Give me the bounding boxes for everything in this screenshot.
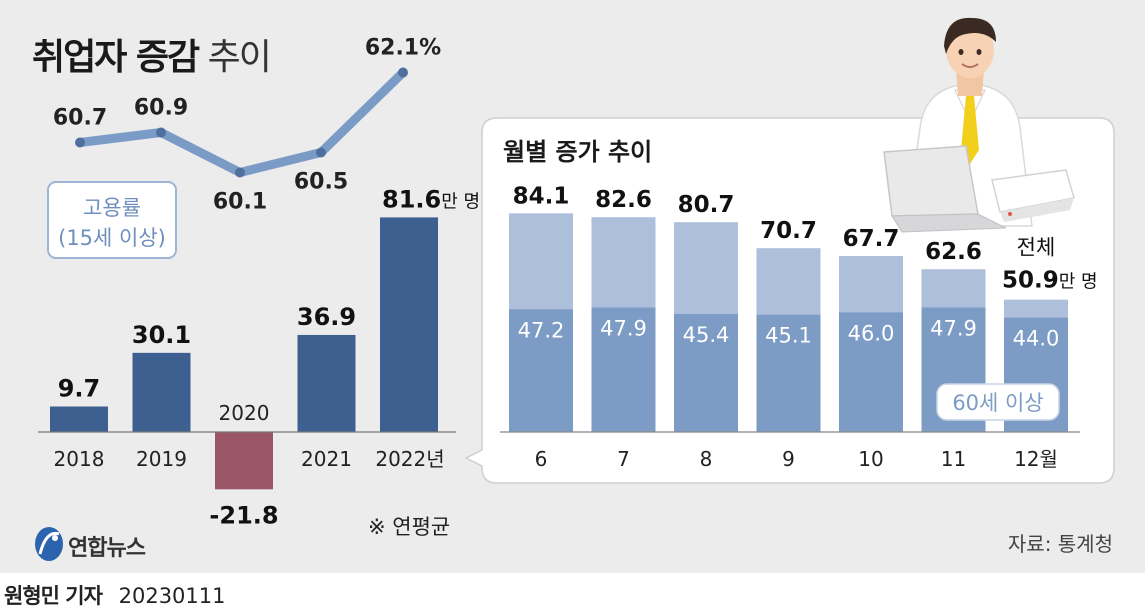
monthly-senior-label: 45.1 — [765, 324, 812, 348]
page-title: 취업자 증감 추이 — [32, 28, 272, 80]
monthly-senior-bar — [839, 312, 903, 432]
monthly-tick-label: 12월 — [1014, 447, 1058, 471]
monthly-senior-label: 47.9 — [930, 316, 977, 340]
monthly-tick-label: 11 — [941, 447, 966, 471]
annual-tick-label: 2022년 — [375, 447, 444, 471]
employment-rate-badge-line2: (15세 이상) — [58, 226, 166, 250]
monthly-total-label: 62.6 — [925, 239, 982, 265]
monthly-senior-bar — [509, 309, 573, 432]
employment-rate-point — [316, 147, 326, 158]
employment-rate-label: 60.7 — [53, 106, 107, 131]
monthly-senior-label: 47.9 — [600, 316, 647, 340]
monthly-total-label: 70.7 — [760, 218, 817, 244]
chart-canvas: 9.7 2018 30.1 2019 -21.8 2020 36.9 2021 81.6만 명 2… — [38, 17, 1115, 529]
monthly-senior-label: 47.2 — [518, 318, 565, 342]
unit-label: 만 명 — [1059, 272, 1098, 293]
monthly-tick-label: 9 — [782, 447, 795, 471]
employment-rate-point — [235, 167, 245, 178]
employment-rate-label: 60.9 — [134, 96, 188, 121]
employment-rate-label: 62.1% — [365, 36, 441, 61]
monthly-total-label: 82.6 — [595, 187, 652, 213]
monthly-senior-bar — [591, 307, 656, 432]
annual-value-label: 9.7 — [58, 374, 101, 402]
annual-bar — [380, 217, 438, 432]
employment-rate-point — [75, 137, 85, 148]
monthly-tick-label: 8 — [700, 447, 713, 471]
yonhap-logo-text: 연합뉴스 — [68, 536, 146, 561]
footer-strip — [0, 573, 1145, 616]
monthly-total-label: 67.7 — [843, 226, 900, 252]
employment-rate-point — [398, 67, 408, 78]
source-label: 자료: 통계청 — [1007, 532, 1113, 556]
employment-rate-chart: 60.7 60.9 60.1 60.5 62.1% — [53, 36, 441, 215]
page-title-light: 추이 — [207, 37, 272, 78]
employment-rate-badge-line1: 고용률 — [83, 196, 141, 220]
employment-rate-badge — [47, 181, 177, 259]
monthly-total-label: 80.7 — [678, 192, 735, 218]
monthly-total-label: 50.9만 명 — [1002, 268, 1098, 294]
employment-rate-label: 60.5 — [294, 170, 348, 195]
monthly-senior-bar — [756, 314, 821, 432]
byline: 원형민 기자 20230111 — [4, 580, 226, 610]
annual-value-label: 30.1 — [132, 321, 191, 349]
monthly-senior-label: 44.0 — [1013, 327, 1060, 351]
employment-rate-line — [75, 68, 408, 177]
monthly-senior-bar — [674, 313, 738, 432]
senior-label-badge — [936, 383, 1060, 421]
annual-tick-label: 2020 — [219, 401, 270, 425]
employment-rate-label: 60.1 — [213, 190, 267, 215]
annual-bar — [297, 334, 356, 432]
page-title-bold: 취업자 증감 — [32, 37, 200, 78]
publish-date: 20230111 — [118, 584, 226, 608]
annual-chart: 9.7 2018 30.1 2019 -21.8 2020 36.9 2021 81.6만 명 2… — [38, 185, 480, 529]
senior-label-text: 60세 이상 — [952, 391, 1043, 415]
monthly-tick-label: 7 — [617, 447, 630, 471]
reporter-name: 원형민 기자 — [4, 584, 103, 608]
annual-bar — [50, 406, 108, 432]
annual-tick-label: 2021 — [301, 447, 352, 471]
monthly-senior-label: 45.4 — [683, 323, 730, 347]
annual-value-label: 81.6만 명 — [382, 185, 480, 213]
worker-illustration-icon — [883, 17, 1075, 233]
total-series-label: 전체 — [1017, 236, 1056, 260]
monthly-title: 월별 증가 추이 — [503, 138, 652, 166]
monthly-tick-label: 6 — [535, 447, 548, 471]
annual-tick-label: 2019 — [136, 447, 187, 471]
annual-bar — [132, 352, 191, 432]
monthly-tick-label: 10 — [858, 447, 883, 471]
monthly-total-label: 84.1 — [513, 183, 570, 209]
unit-label: 만 명 — [441, 191, 480, 212]
annual-bar — [215, 432, 273, 490]
annual-value-label: 36.9 — [297, 303, 356, 331]
yonhap-logo-icon — [35, 527, 63, 561]
employment-rate-point — [156, 127, 166, 138]
monthly-senior-label: 46.0 — [848, 321, 895, 345]
annual-average-note: ※ 연평균 — [368, 515, 451, 539]
annual-tick-label: 2018 — [54, 447, 105, 471]
annual-value-label: -21.8 — [209, 501, 278, 529]
